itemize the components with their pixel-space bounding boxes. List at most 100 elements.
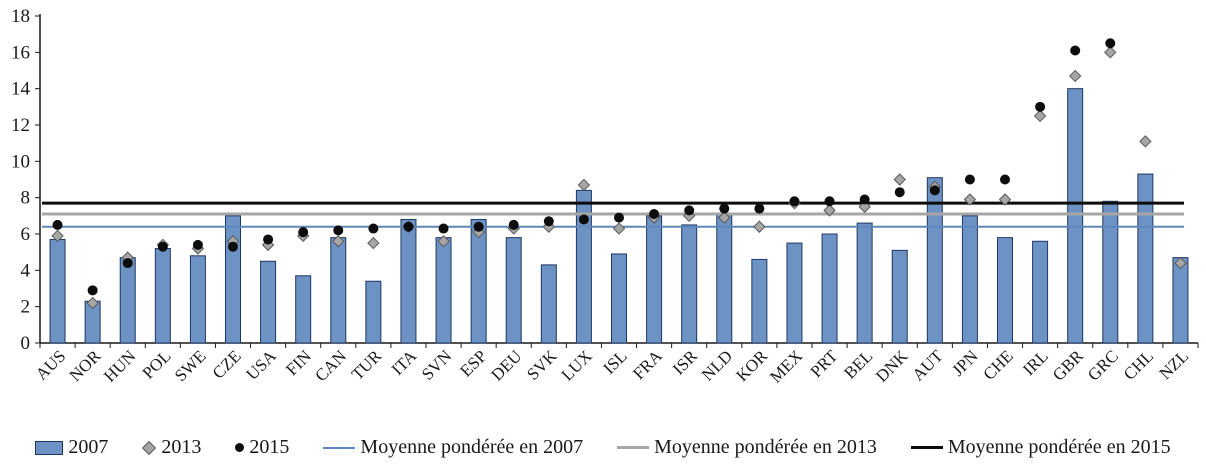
blue-line-icon (323, 446, 356, 449)
x-axis-label-ISR: ISR (669, 346, 702, 379)
y-tick-label: 8 (21, 188, 31, 209)
legend-item-avg-2007: Moyenne pondérée en 2007 (323, 436, 583, 459)
y-tick-label: 2 (21, 297, 31, 318)
dot-2015-GBR (1070, 45, 1081, 56)
dot-2015-CZE (228, 241, 238, 252)
bar-2007-ESP (470, 218, 487, 344)
dot-2015-TUR (368, 223, 379, 234)
x-axis-label-MEX: MEX (766, 346, 806, 386)
dot-2015-ESP (473, 221, 484, 232)
dot-2015-SVN (438, 223, 449, 234)
dot-2015-GRC (1105, 38, 1116, 49)
diamond-2013-GRC (1104, 46, 1117, 59)
bar-2007-HUN (119, 257, 136, 344)
chart-legend: 2007 2013 2015 Moyenne pondérée en 2007 … (0, 436, 1206, 459)
legend-label-avg-2013: Moyenne pondérée en 2013 (654, 436, 877, 458)
x-axis-label-TUR: TUR (348, 346, 386, 384)
bar-2007-NLD (716, 213, 733, 344)
dot-2015-CAN (333, 225, 344, 236)
dot-2015-ITA (403, 221, 414, 232)
legend-label-2007: 2007 (68, 436, 109, 458)
x-axis-label-BEL: BEL (840, 346, 876, 382)
diamond-2013-GBR (1068, 69, 1082, 83)
diamond-2013-ISL (612, 222, 626, 235)
x-axis-label-USA: USA (242, 346, 280, 384)
dot-2015-USA (263, 234, 274, 245)
x-axis-label-HUN: HUN (100, 346, 139, 385)
x-axis-label-DNK: DNK (872, 346, 912, 386)
dot-2015-NOR (87, 285, 98, 296)
legend-item-avg-2015: Moyenne pondérée en 2015 (910, 436, 1171, 459)
bar-2007-JPN (961, 215, 978, 344)
y-tick-label: 0 (21, 333, 31, 354)
bar-2007-SVN (435, 237, 452, 344)
bar-2007-AUT (926, 177, 943, 344)
y-tick-label: 10 (11, 151, 30, 172)
x-axis-label-CHE: CHE (979, 346, 1016, 383)
diamond-2013-NOR (86, 296, 99, 310)
x-axis-label-SVK: SVK (523, 346, 561, 384)
x-axis-label-NZL: NZL (1155, 346, 1192, 383)
bar-2007-USA (260, 260, 277, 344)
legend-item-2015: 2015 (235, 436, 289, 459)
dot-2015-PRT (824, 196, 835, 207)
dot-2015-HUN (122, 258, 133, 269)
x-axis-label-SWE: SWE (171, 346, 210, 385)
dot-2015-CHE (1000, 174, 1010, 185)
bar-2007-ISL (611, 253, 627, 344)
x-axis-label-CHL: CHL (1120, 346, 1157, 383)
black-line-icon (910, 446, 943, 449)
y-tick-label: 18 (11, 6, 30, 27)
dot-2015-DEU (508, 219, 519, 230)
x-axis-label-DEU: DEU (487, 346, 525, 384)
x-axis-label-GRC: GRC (1084, 346, 1122, 384)
bar-2007-DEU (505, 237, 522, 344)
diamond-marker-icon (142, 440, 157, 455)
bar-2007-SWE (189, 255, 206, 344)
x-axis-label-PRT: PRT (807, 346, 842, 381)
x-axis-label-POL: POL (138, 346, 174, 382)
y-tick-label: 14 (11, 79, 31, 100)
dot-2015-SWE (192, 239, 203, 250)
dot-2015-MEX (789, 196, 800, 207)
x-axis-label-SVN: SVN (418, 346, 455, 383)
x-axis-label-CZE: CZE (209, 346, 245, 382)
legend-item-avg-2013: Moyenne pondérée en 2013 (617, 436, 877, 459)
bar-2007-ITA (400, 218, 417, 344)
dot-2015-AUS (52, 219, 63, 230)
bar-2007-BEL (856, 222, 873, 344)
x-axis-label-ESP: ESP (456, 346, 490, 380)
diamond-2013-BEL (858, 200, 871, 213)
x-axis-label-ITA: ITA (388, 346, 421, 379)
dot-2015-POL (157, 241, 168, 252)
legend-item-2007: 2007 (35, 436, 108, 459)
bar-2007-AUS (49, 238, 66, 344)
legend-label-avg-2015: Moyenne pondérée en 2015 (947, 436, 1171, 458)
bar-2007-CAN (330, 237, 347, 344)
bar-2007-ISR (681, 224, 698, 344)
diamond-2013-DNK (893, 173, 906, 186)
x-axis-label-CAN: CAN (311, 346, 350, 385)
bar-2007-FRA (646, 215, 663, 344)
bar-2007-NZL (1172, 257, 1189, 344)
diamond-2013-IRL (1033, 109, 1047, 123)
x-axis-label-FRA: FRA (629, 346, 666, 383)
dot-2015-NLD (719, 203, 730, 214)
x-axis-label-GBR: GBR (1049, 346, 1088, 385)
dot-2015-ISR (684, 205, 695, 216)
x-axis-label-LUX: LUX (558, 346, 596, 384)
bar-2007-PRT (821, 233, 838, 344)
gray-line-icon (617, 446, 650, 449)
diamond-2013-PRT (823, 204, 836, 217)
diamond-2013-SVN (437, 235, 450, 248)
x-axis-label-NOR: NOR (66, 346, 105, 385)
legend-label-2013: 2013 (161, 436, 202, 458)
diamond-2013-LUX (577, 178, 591, 192)
x-axis-label-JPN: JPN (948, 346, 981, 379)
dot-2015-BEL (859, 194, 870, 205)
dot-2015-SVK (543, 216, 554, 227)
x-axis-label-FIN: FIN (282, 346, 315, 379)
dot-2015-IRL (1035, 101, 1046, 112)
legend-item-2013: 2013 (142, 436, 201, 459)
